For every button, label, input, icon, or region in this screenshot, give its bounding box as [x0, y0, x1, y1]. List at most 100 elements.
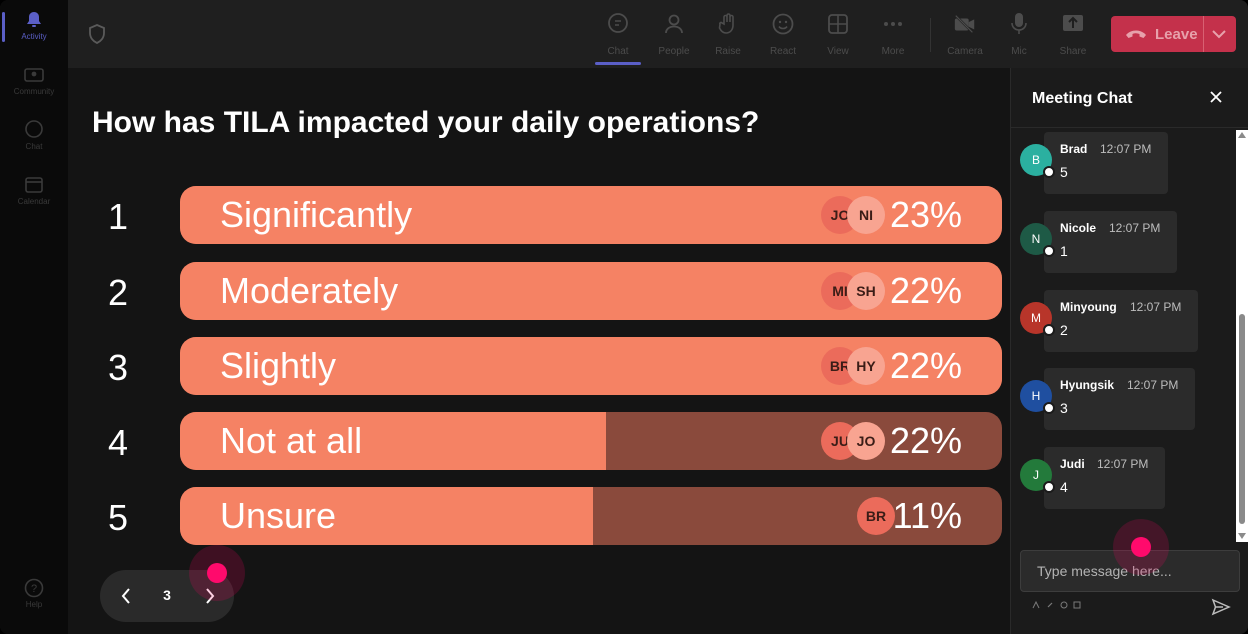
meeting-chat-panel: Meeting Chat Brad 12:07 PM 5 B Nicole 12… [1010, 68, 1248, 634]
chat-message: Brad 12:07 PM 5 B [1020, 132, 1202, 194]
send-icon[interactable] [1211, 598, 1233, 618]
toolbar-active-indicator [595, 62, 641, 65]
toolbar-view-button[interactable]: View [813, 8, 863, 62]
status-dot [1043, 402, 1055, 414]
leave-button[interactable]: Leave [1111, 16, 1236, 52]
option-number: 2 [108, 272, 129, 313]
smile-icon [771, 12, 795, 36]
voter-avatar: NI [847, 196, 885, 234]
toolbar-people-button[interactable]: People [649, 8, 699, 62]
status-dot [1043, 166, 1055, 178]
option-percentage: 22% [889, 420, 962, 461]
scroll-down-arrow[interactable] [1238, 533, 1246, 539]
poll-option-row: 2 Moderately MI SH 22% [92, 262, 1002, 320]
toolbar-react-button[interactable]: React [758, 8, 808, 62]
leave-divider [1203, 16, 1204, 52]
chat-header-divider [1011, 127, 1248, 128]
poll-option-row: 3 Slightly BR HY 22% [92, 337, 1002, 395]
voter-avatar: BR [857, 497, 895, 535]
status-dot [1043, 324, 1055, 336]
toolbar-label: React [769, 46, 797, 57]
option-bar[interactable]: Not at all JU JO 22% [180, 412, 1002, 470]
option-bar[interactable]: Slightly BR HY 22% [180, 337, 1002, 395]
chat-message: Nicole 12:07 PM 1 N [1020, 211, 1202, 273]
option-bar[interactable]: Significantly JO NI 23% [180, 186, 1002, 244]
chevron-down-icon[interactable] [1211, 27, 1227, 41]
option-bar-fill [180, 412, 606, 470]
voter-avatar: JO [847, 422, 885, 460]
svg-text:?: ? [31, 583, 37, 595]
community-icon [24, 65, 44, 85]
toolbar-camera-button[interactable]: Camera [940, 8, 990, 62]
toolbar-chat-button[interactable]: Chat [593, 8, 643, 62]
close-icon[interactable] [1209, 90, 1225, 106]
grid-view-icon [826, 12, 850, 36]
message-sender: Minyoung [1060, 300, 1117, 314]
page-number: 3 [163, 587, 171, 603]
meeting-toolbar: Chat People Raise React View [68, 0, 1248, 68]
attach-icon[interactable] [1046, 601, 1056, 613]
message-sender: Hyungsik [1060, 378, 1115, 392]
camera-off-icon [953, 12, 977, 36]
chevron-left-icon[interactable] [116, 586, 136, 606]
option-bar[interactable]: Unsure BR 11% [180, 487, 1002, 545]
people-icon [662, 12, 686, 36]
gif-icon[interactable] [1073, 601, 1083, 613]
voter-avatar: HY [847, 347, 885, 385]
option-percentage: 22% [889, 270, 962, 311]
rail-label: Activity [21, 32, 47, 41]
chat-scrollbar[interactable] [1236, 130, 1248, 542]
option-label: Slightly [220, 345, 337, 386]
chevron-right-icon[interactable] [200, 586, 220, 606]
voter-avatar: SH [847, 272, 885, 310]
rail-item-calendar[interactable]: Calendar [0, 165, 68, 215]
option-number: 4 [108, 422, 129, 463]
app-rail: Activity Community Chat Calendar ? Help [0, 0, 68, 634]
message-sender: Brad [1060, 142, 1088, 156]
scroll-up-arrow[interactable] [1238, 132, 1246, 138]
help-icon: ? [24, 578, 44, 598]
message-bubble: Nicole 12:07 PM 1 [1044, 211, 1177, 273]
share-icon [1061, 12, 1085, 36]
bell-icon [24, 10, 44, 30]
toolbar-separator [930, 18, 931, 52]
rail-item-activity[interactable]: Activity [0, 0, 68, 50]
toolbar-label: Raise [715, 46, 741, 57]
more-icon [881, 12, 905, 36]
phone-hangup-icon [1125, 27, 1147, 41]
option-percentage: 23% [889, 194, 962, 235]
message-text: 1 [1060, 243, 1068, 259]
option-label: Not at all [220, 420, 363, 461]
message-bubble: Judi 12:07 PM 4 [1044, 447, 1165, 509]
rail-item-chat[interactable]: Chat [0, 110, 68, 160]
shield-icon[interactable] [88, 24, 106, 44]
toolbar-mic-button[interactable]: Mic [994, 8, 1044, 62]
message-text: 2 [1060, 322, 1068, 338]
message-time: 12:07 PM [1097, 457, 1149, 471]
rail-active-indicator [2, 12, 5, 42]
rail-label: Calendar [17, 197, 51, 206]
format-icon[interactable] [1032, 600, 1042, 613]
scrollbar-thumb[interactable] [1239, 314, 1245, 524]
message-text: 4 [1060, 479, 1068, 495]
toolbar-label: More [881, 46, 905, 57]
rail-item-community[interactable]: Community [0, 55, 68, 105]
toolbar-raise-button[interactable]: Raise [703, 8, 753, 62]
message-bubble: Brad 12:07 PM 5 [1044, 132, 1168, 194]
option-bar[interactable]: Moderately MI SH 22% [180, 262, 1002, 320]
poll-option-row: 1 Significantly JO NI 23% [92, 186, 1002, 244]
rail-item-help[interactable]: ? Help [0, 568, 68, 618]
chat-bubble-icon [606, 12, 630, 36]
toolbar-share-button[interactable]: Share [1048, 8, 1098, 62]
option-percentage: 22% [889, 345, 962, 386]
click-indicator [189, 545, 245, 601]
chat-message: Hyungsik 12:07 PM 3 H [1020, 368, 1202, 430]
rail-label: Community [13, 87, 55, 96]
emoji-icon[interactable] [1060, 601, 1070, 613]
chat-icon [24, 120, 44, 140]
chat-message: Minyoung 12:07 PM 2 M [1020, 290, 1202, 352]
leave-label: Leave [1155, 25, 1198, 43]
toolbar-more-button[interactable]: More [868, 8, 918, 62]
chat-message-input[interactable] [1020, 550, 1240, 592]
